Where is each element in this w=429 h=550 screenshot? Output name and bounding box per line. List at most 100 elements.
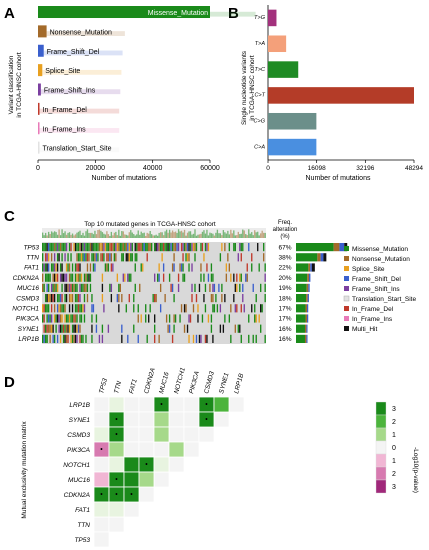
panel-c-mutation-cell [133,304,135,313]
panel-b-bar-t-to-c [268,61,299,78]
panel-c-sample-bar [98,229,101,238]
panel-c-mutation-cell [61,294,63,303]
panel-c-sample-bar [191,234,193,238]
panel-b-ylabel-line1: Single nucleotide variants [241,50,248,125]
panel-c-mutation-cell [121,324,123,333]
panel-c-sample-bar [67,232,69,238]
panel-c-mutation-cell [82,253,84,262]
panel-c-mutation-cell [79,263,81,272]
panel-c-sample-bar [194,229,196,238]
panel-c-mutation-cell [92,263,95,272]
panel-d-colorbar-swatch [375,466,387,481]
panel-c-mutation-cell [85,243,87,252]
panel-c-sample-bar [156,235,159,238]
panel-c-mutation-cell [119,283,121,292]
panel-c-mutation-cell [68,263,71,272]
panel-c-sample-bar [118,229,120,238]
panel-c-sample-bar [97,229,99,238]
panel-c-mutation-cell [191,283,193,292]
panel-c-sample-bar [234,235,236,238]
panel-c-mutation-cell [61,273,63,282]
panel-c-mutation-cell [43,304,45,313]
panel-c-gene-label-cdkn2a: CDKN2A [13,275,39,282]
panel-c-sample-bar [115,231,117,238]
panel-d-ylabel: Mutual exclusivity mutation matrix [21,421,28,519]
panel-c-mutation-cell [204,334,207,343]
panel-c-mutation-cell [137,243,139,252]
panel-b-bar-c-to-g [268,112,317,130]
panel-c-mutation-cell [76,283,78,292]
panel-c-mutation-cell [47,324,50,333]
panel-c-mutation-cell [42,253,44,262]
panel-c-mutation-cell [116,273,119,282]
panel-c-mutation-cell [44,273,47,282]
panel-d-heatmap: Mutual exclusivity mutation matrix -Log1… [21,367,419,548]
panel-c-sample-bar [258,235,260,238]
panel-c-mutation-cell [103,304,105,313]
panel-d-left-label-ttn: TTN [77,522,90,529]
panel-c-mutation-cell [103,253,105,262]
panel-c-mutation-cell [191,243,193,252]
panel-c-mutation-cell [43,243,45,252]
panel-d-top-label-cdkn2a: CDKN2A [143,367,157,394]
panel-c-mutation-cell [53,273,56,282]
panel-c-mutation-cell [159,243,162,252]
panel-c-mutation-cell [59,243,62,252]
panel-c-mutation-cell [74,334,77,343]
panel-c-gene-bar-missense-lrp1b [296,334,305,343]
panel-c-mutation-cell [85,273,87,282]
panel-a-bar-halo-frame-shift-ins [40,89,121,95]
panel-d-left-label-muc16: MUC16 [68,477,90,484]
panel-c-mutation-cell [127,273,129,282]
panel-c-sample-bar [112,235,114,238]
panel-c-mutation-cell [47,273,50,282]
panel-c-mutation-cell [64,324,66,333]
panel-c-mutation-cell [219,324,222,333]
panel-c-mutation-cell [185,304,187,313]
panel-c-frequency-pik3ca: 17% [278,316,291,323]
panel-c-mutation-cell [79,294,81,303]
panel-c-sample-bar [116,235,119,238]
panel-c-mutation-cell [116,294,119,303]
panel-c-mutation-cell [192,334,195,343]
panel-b-category-label-c-to-t: C>T [254,93,265,99]
panel-c-legend-swatch-missense-mutation [344,246,349,251]
panel-c-sample-bar [92,234,95,238]
panel-c-mutation-cell [234,324,236,333]
panel-c-mutation-cell [56,314,59,323]
panel-c-mutation-cell [74,243,77,252]
panel-c-mutation-cell [76,253,78,262]
panel-c-mutation-cell [121,243,123,252]
panel-c-sample-bar [100,230,102,238]
panel-c-gene-bar-missense-csmd3 [296,294,307,303]
panel-a-bar-label-missense-mutation: Missense_Mutation [148,10,208,17]
panel-c-mutation-cell [86,273,89,282]
panel-c-mutation-cell [59,324,62,333]
panel-c-sample-bar [113,232,116,238]
panel-c-sample-bar [47,231,50,238]
panel-c-legend-label-in-frame-del: In_Frame_Del [352,306,394,313]
panel-c-mutation-cell [233,294,235,303]
panel-c-gene-bar-frameshift-cdkn2a [308,273,311,282]
panel-c-mutation-cell [173,294,175,303]
panel-c-mutation-cell [240,334,242,343]
panel-c-mutation-cell [65,283,68,292]
panel-c-mutation-cell [136,243,138,252]
panel-c-mutation-cell [245,273,247,282]
panel-c-mutation-cell [189,314,192,323]
panel-c-sample-bar [137,230,139,238]
panel-c-mutation-cell [94,253,96,262]
panel-c-gene-bar-frameshift-ttn [320,253,324,262]
panel-c-mutation-cell [179,263,181,272]
panel-c-sample-bar [79,230,81,238]
panel-c-mutation-cell [58,324,60,333]
panel-c-mutation-cell [64,314,66,323]
panel-c-mutation-cell [86,294,89,303]
panel-c-mutation-cell [137,304,139,313]
panel-c-sample-bar [55,232,57,238]
panel-c-mutation-cell [52,273,54,282]
panel-c-mutation-cell [68,283,71,292]
panel-a-bar-missense-mutation [38,6,210,19]
panel-b-category-label-t-to-a: T>A [255,41,266,47]
panel-c-mutation-cell [191,294,193,303]
